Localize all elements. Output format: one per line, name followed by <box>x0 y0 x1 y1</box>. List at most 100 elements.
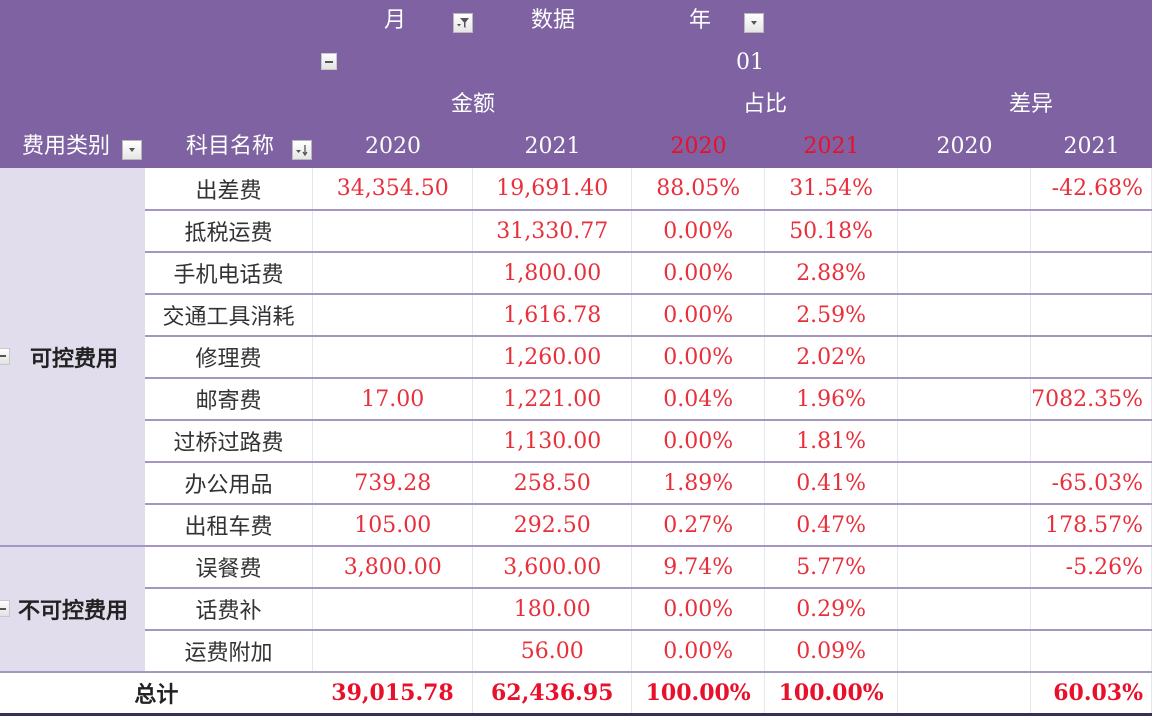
diff-2021-cell[interactable] <box>1030 336 1152 379</box>
category-cell[interactable]: 不可控费用 <box>0 546 145 673</box>
amount-2021-cell[interactable]: 1,130.00 <box>472 420 633 463</box>
amount-2020-cell[interactable] <box>312 588 474 631</box>
ratio-2021-cell[interactable]: 0.29% <box>764 588 899 631</box>
amount-2021-cell[interactable]: 56.00 <box>472 630 633 673</box>
amount-2020-cell[interactable] <box>312 630 474 673</box>
amount-2021-cell[interactable]: 1,800.00 <box>472 252 633 295</box>
category-cell[interactable]: 可控费用 <box>0 168 145 547</box>
total-amt2020-cell[interactable]: 39,015.78 <box>312 671 474 716</box>
category-collapse-button[interactable] <box>0 600 10 617</box>
month-collapse-button[interactable] <box>321 53 337 70</box>
amount-2021-cell[interactable]: 19,691.40 <box>472 168 633 211</box>
ratio-2020-cell[interactable]: 0.00% <box>631 294 766 337</box>
amount-2020-cell[interactable]: 17.00 <box>312 378 474 421</box>
item-name-cell[interactable]: 邮寄费 <box>144 378 314 421</box>
item-name-cell[interactable]: 办公用品 <box>144 462 314 505</box>
diff-2020-cell[interactable] <box>897 630 1031 673</box>
diff-2020-cell[interactable] <box>897 378 1031 421</box>
amount-2020-cell[interactable] <box>312 210 474 253</box>
ratio-2020-cell[interactable]: 0.00% <box>631 588 766 631</box>
total-pct2021-cell[interactable]: 100.00% <box>764 671 899 716</box>
ratio-2020-cell[interactable]: 0.27% <box>631 504 766 547</box>
amount-2021-cell[interactable]: 1,221.00 <box>472 378 633 421</box>
item-name-cell[interactable]: 误餐费 <box>144 546 314 589</box>
item-name-cell[interactable]: 话费补 <box>144 588 314 631</box>
diff-2021-cell[interactable] <box>1030 630 1152 673</box>
amount-2021-cell[interactable]: 292.50 <box>472 504 633 547</box>
diff-2021-cell[interactable]: 7082.35% <box>1030 378 1152 421</box>
category-collapse-button[interactable] <box>0 347 10 365</box>
item-name-cell[interactable]: 出差费 <box>144 168 314 211</box>
diff-2020-cell[interactable] <box>897 294 1031 337</box>
total-pct2020-cell[interactable]: 100.00% <box>631 671 766 716</box>
minus-collapse-icon <box>0 607 6 610</box>
ratio-2021-cell[interactable]: 0.47% <box>764 504 899 547</box>
ratio-2020-cell[interactable]: 0.00% <box>631 252 766 295</box>
amount-2020-cell[interactable]: 739.28 <box>312 462 474 505</box>
amount-2020-cell[interactable] <box>312 336 474 379</box>
month-filter-button[interactable] <box>453 13 473 33</box>
diff-2021-cell[interactable] <box>1030 588 1152 631</box>
diff-2020-cell[interactable] <box>897 504 1031 547</box>
diff-2021-cell[interactable]: 178.57% <box>1030 504 1152 547</box>
item-name-cell[interactable]: 运费附加 <box>144 630 314 673</box>
amount-2021-cell[interactable]: 180.00 <box>472 588 633 631</box>
amount-2021-cell[interactable]: 1,616.78 <box>472 294 633 337</box>
amount-2021-cell[interactable]: 258.50 <box>472 462 633 505</box>
item-name-cell[interactable]: 抵税运费 <box>144 210 314 253</box>
amount-2020-cell[interactable] <box>312 252 474 295</box>
ratio-2021-cell[interactable]: 50.18% <box>764 210 899 253</box>
diff-2021-cell[interactable] <box>1030 294 1152 337</box>
ratio-2020-cell[interactable]: 88.05% <box>631 168 766 211</box>
ratio-2020-cell[interactable]: 0.00% <box>631 630 766 673</box>
ratio-2020-cell[interactable]: 0.04% <box>631 378 766 421</box>
amount-2020-cell[interactable]: 34,354.50 <box>312 168 474 211</box>
diff-2021-cell[interactable]: -5.26% <box>1030 546 1152 589</box>
item-name-cell[interactable]: 修理费 <box>144 336 314 379</box>
amount-2020-cell[interactable] <box>312 294 474 337</box>
amount-2021-cell[interactable]: 31,330.77 <box>472 210 633 253</box>
total-diff2021-cell[interactable]: 60.03% <box>1030 671 1152 716</box>
ratio-2020-cell[interactable]: 0.00% <box>631 336 766 379</box>
ratio-2020-cell[interactable]: 0.00% <box>631 420 766 463</box>
category-dropdown-button[interactable] <box>122 140 142 160</box>
ratio-2021-cell[interactable]: 5.77% <box>764 546 899 589</box>
ratio-2021-cell[interactable]: 2.02% <box>764 336 899 379</box>
amount-2020-cell[interactable] <box>312 420 474 463</box>
amount-2021-cell[interactable]: 1,260.00 <box>472 336 633 379</box>
diff-2020-cell[interactable] <box>897 336 1031 379</box>
ratio-2021-cell[interactable]: 2.59% <box>764 294 899 337</box>
diff-2020-cell[interactable] <box>897 420 1031 463</box>
diff-2021-cell[interactable] <box>1030 210 1152 253</box>
item-sort-button[interactable] <box>292 140 312 160</box>
total-amt2021-cell[interactable]: 62,436.95 <box>472 671 633 716</box>
diff-2021-cell[interactable] <box>1030 252 1152 295</box>
diff-2020-cell[interactable] <box>897 546 1031 589</box>
ratio-2021-cell[interactable]: 2.88% <box>764 252 899 295</box>
year-dropdown-button[interactable] <box>744 13 764 33</box>
diff-2021-cell[interactable]: -65.03% <box>1030 462 1152 505</box>
amount-2020-cell[interactable]: 3,800.00 <box>312 546 474 589</box>
total-diff2020-cell[interactable] <box>897 671 1031 716</box>
diff-2021-cell[interactable]: -42.68% <box>1030 168 1152 211</box>
item-name-cell[interactable]: 交通工具消耗 <box>144 294 314 337</box>
diff-2020-cell[interactable] <box>897 168 1031 211</box>
diff-2021-cell[interactable] <box>1030 420 1152 463</box>
item-name-cell[interactable]: 过桥过路费 <box>144 420 314 463</box>
ratio-2020-cell[interactable]: 9.74% <box>631 546 766 589</box>
ratio-2021-cell[interactable]: 0.41% <box>764 462 899 505</box>
ratio-2021-cell[interactable]: 1.81% <box>764 420 899 463</box>
item-name-cell[interactable]: 出租车费 <box>144 504 314 547</box>
amount-2021-cell[interactable]: 3,600.00 <box>472 546 633 589</box>
ratio-2020-cell[interactable]: 1.89% <box>631 462 766 505</box>
diff-2020-cell[interactable] <box>897 252 1031 295</box>
ratio-2021-cell[interactable]: 0.09% <box>764 630 899 673</box>
ratio-2021-cell[interactable]: 31.54% <box>764 168 899 211</box>
ratio-2021-cell[interactable]: 1.96% <box>764 378 899 421</box>
diff-2020-cell[interactable] <box>897 462 1031 505</box>
diff-2020-cell[interactable] <box>897 588 1031 631</box>
amount-2020-cell[interactable]: 105.00 <box>312 504 474 547</box>
diff-2020-cell[interactable] <box>897 210 1031 253</box>
item-name-cell[interactable]: 手机电话费 <box>144 252 314 295</box>
ratio-2020-cell[interactable]: 0.00% <box>631 210 766 253</box>
